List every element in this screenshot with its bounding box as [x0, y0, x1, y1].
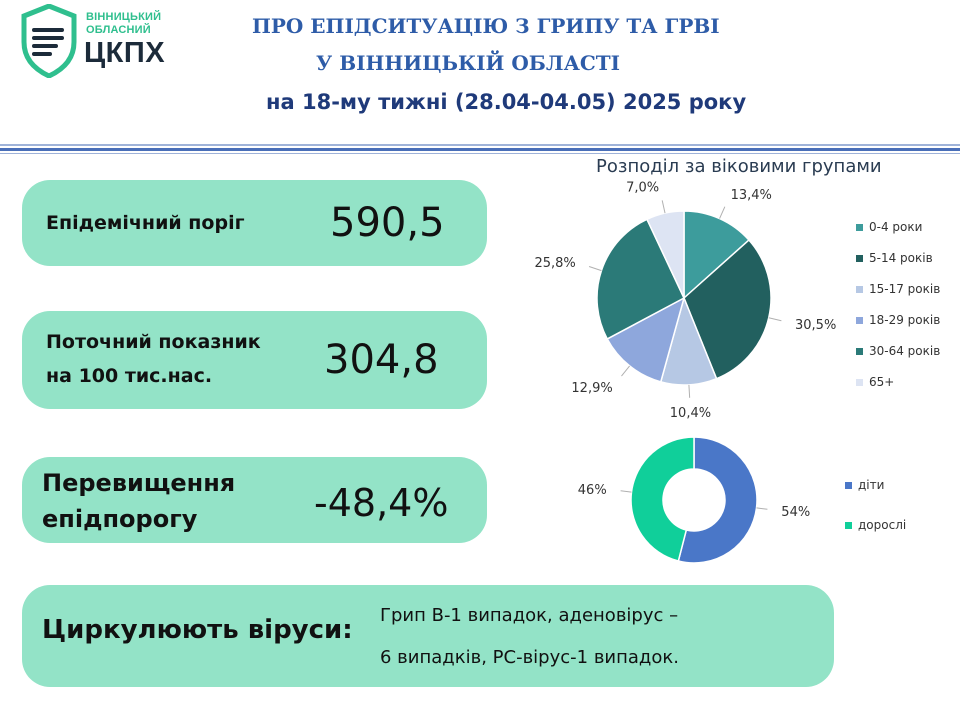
logo-line1: ВІННИЦЬКИЙ: [86, 11, 162, 23]
pie-leader-1-1: [620, 490, 632, 493]
current-rate-label: Поточний показник на 100 тис.нас.: [46, 325, 261, 393]
week-subtitle: на 18-му тижні (28.04-04.05) 2025 року: [266, 90, 747, 114]
legend-swatch-0-2: [856, 286, 863, 293]
current-rate-label-line1: Поточний показник: [46, 331, 261, 353]
pie-slice-0-5: [645, 210, 685, 299]
viruses-text-line1: Грип В-1 випадок, аденовірус –: [380, 605, 679, 626]
pie-data-label-0-5: 7,0%: [626, 181, 659, 196]
viruses-card: Циркулюють віруси: Грип В-1 випадок, аде…: [22, 585, 834, 687]
excess-label: Перевищення епідпорогу: [42, 465, 235, 537]
pie-leader-0-1: [768, 317, 782, 322]
viruses-label: Циркулюють віруси:: [42, 615, 353, 645]
legend-label-0-1: 5-14 років: [869, 251, 933, 265]
pie-leader-0-5: [661, 200, 666, 214]
page-title-line1: ПРО ЕПІДСИТУАЦІЮ З ГРИПУ ТА ГРВІ: [252, 14, 720, 38]
pie-slice-0-4: [596, 218, 685, 340]
excess-card: Перевищення епідпорогу -48,4%: [22, 457, 487, 543]
legend-swatch-0-4: [856, 348, 863, 355]
pie-data-label-0-1: 30,5%: [795, 318, 836, 333]
pie-leader-0-2: [688, 384, 691, 398]
legend-swatch-0-5: [856, 379, 863, 386]
page-title-line2: У ВІННИЦЬКІЙ ОБЛАСТІ: [316, 51, 621, 75]
excess-value: -48,4%: [314, 481, 449, 525]
pie-slice-1-1: [630, 436, 695, 562]
legend-swatch-1-0: [845, 482, 852, 489]
legend-swatch-1-1: [845, 522, 852, 529]
pie-leader-0-3: [621, 365, 630, 377]
pie-leader-0-0: [719, 206, 726, 219]
pie-data-label-0-0: 13,4%: [731, 188, 772, 203]
viruses-text-line2: 6 випадків, РС-вірус-1 випадок.: [380, 647, 679, 668]
legend-swatch-0-3: [856, 317, 863, 324]
logo-main-text: ЦКПХ: [84, 37, 166, 69]
logo: ВІННИЦЬКИЙ ОБЛАСНИЙ ЦКПХ: [20, 4, 180, 78]
divider: [0, 144, 960, 146]
legend-label-0-5: 65+: [869, 375, 894, 389]
threshold-label: Епідемічний поріг: [46, 212, 245, 234]
legend-label-0-4: 30-64 років: [869, 344, 940, 358]
pie-slice-0-3: [606, 296, 686, 383]
logo-line2: ОБЛАСНИЙ: [86, 24, 151, 36]
legend-label-0-2: 15-17 років: [869, 282, 940, 296]
threshold-card: Епідемічний поріг 590,5: [22, 180, 487, 266]
pie-data-label-0-2: 10,4%: [670, 406, 711, 421]
legend-label-0-0: 0-4 роки: [869, 220, 922, 234]
pie-slice-1-0: [677, 436, 758, 564]
pie-data-label-0-4: 25,8%: [534, 256, 575, 271]
legend-swatch-0-0: [856, 224, 863, 231]
current-rate-label-line2: на 100 тис.нас.: [46, 365, 213, 387]
pie-data-label-0-3: 12,9%: [571, 381, 612, 396]
excess-label-line1: Перевищення: [42, 469, 236, 497]
pie-leader-0-4: [588, 266, 602, 272]
pie-data-label-1-1: 46%: [578, 483, 607, 498]
pie-leader-1-0: [756, 507, 768, 510]
age-pie-title: Розподіл за віковими групами: [596, 156, 882, 177]
legend-label-1-1: дорослі: [858, 518, 906, 532]
pie-data-label-1-0: 54%: [781, 505, 810, 520]
current-rate-card: Поточний показник на 100 тис.нас. 304,8: [22, 311, 487, 409]
divider: [0, 148, 960, 151]
legend-label-0-3: 18-29 років: [869, 313, 940, 327]
divider: [0, 153, 960, 154]
legend-swatch-0-1: [856, 255, 863, 262]
threshold-value: 590,5: [330, 200, 445, 246]
legend-label-1-0: діти: [858, 478, 884, 492]
shield-logo-icon: [21, 4, 77, 78]
current-rate-value: 304,8: [324, 337, 439, 383]
excess-label-line2: епідпорогу: [42, 505, 198, 533]
